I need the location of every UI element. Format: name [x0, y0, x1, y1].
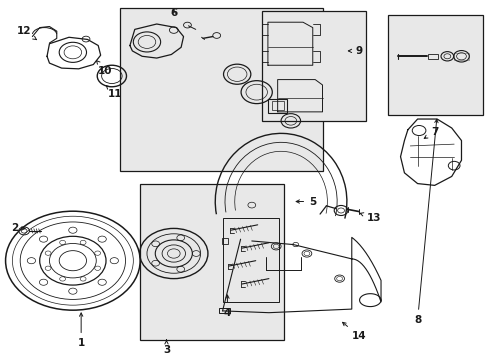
- Bar: [271, 102, 283, 110]
- Text: 1: 1: [78, 313, 84, 348]
- Bar: [120, 8, 322, 171]
- Bar: [219, 309, 229, 313]
- Bar: [261, 12, 366, 121]
- Text: 5: 5: [296, 197, 316, 207]
- Bar: [427, 54, 437, 59]
- Bar: [222, 238, 227, 244]
- Bar: [140, 184, 283, 339]
- Text: 6: 6: [170, 8, 177, 18]
- Text: 3: 3: [163, 340, 170, 355]
- Bar: [453, 53, 468, 59]
- Bar: [268, 99, 286, 113]
- Bar: [387, 15, 483, 116]
- Text: 4: 4: [224, 295, 231, 318]
- Text: 12: 12: [17, 26, 37, 40]
- Text: 13: 13: [359, 213, 380, 222]
- Text: 11: 11: [106, 86, 122, 99]
- Text: 2: 2: [11, 224, 25, 233]
- Bar: [222, 218, 278, 302]
- Text: 14: 14: [342, 322, 366, 341]
- Text: 7: 7: [424, 127, 437, 139]
- Text: 8: 8: [413, 119, 437, 325]
- Text: 9: 9: [347, 46, 362, 56]
- Text: 10: 10: [96, 60, 113, 76]
